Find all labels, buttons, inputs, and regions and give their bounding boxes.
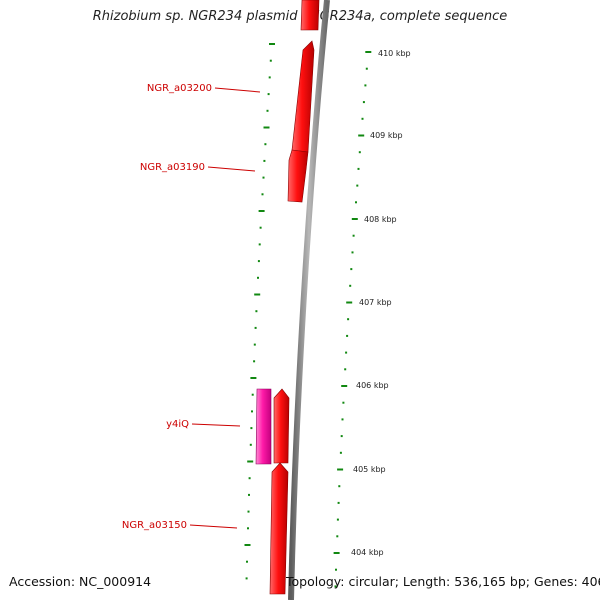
inner-track-minor-tick	[251, 410, 253, 413]
inner-track-minor-tick	[254, 326, 257, 329]
inner-track-major-tick	[244, 544, 251, 546]
inner-track-major-tick	[269, 43, 275, 45]
kbp-label-406: 406 kbp	[356, 381, 389, 390]
outer-track-minor-tick	[350, 268, 353, 271]
gene-arrow-NGR_a03200[interactable]	[291, 40, 315, 153]
outer-track-minor-tick	[336, 535, 339, 538]
outer-track-minor-tick	[365, 67, 368, 70]
outer-track-major-tick	[365, 51, 372, 53]
kbp-label-410: 410 kbp	[378, 49, 411, 58]
outer-track-minor-tick	[344, 368, 347, 371]
outer-track-minor-tick	[362, 101, 365, 104]
gene-arrow-y4iQ-adjacent[interactable]	[273, 388, 290, 464]
gene-label-NGR_a03150[interactable]: NGR_a03150	[122, 520, 187, 531]
map-title: Rhizobium sp. NGR234 plasmid pNGR234a, c…	[92, 9, 508, 24]
gene-arrow-y4iQ[interactable]	[255, 388, 272, 465]
inner-track-minor-tick	[251, 393, 254, 396]
kbp-label-408: 408 kbp	[364, 215, 397, 224]
leader-line-NGR_a03200	[214, 87, 261, 93]
outer-track-minor-tick	[349, 284, 352, 287]
leader-line-NGR_a03150	[189, 524, 238, 529]
gene-arrows	[255, 0, 320, 595]
plasmid-backbone	[288, 0, 330, 600]
outer-track-minor-tick	[347, 318, 350, 321]
inner-track-minor-tick	[269, 59, 272, 62]
outer-track-minor-tick	[334, 585, 337, 588]
kbp-scale-track	[333, 51, 372, 588]
inner-track-major-tick	[258, 210, 265, 212]
outer-track-minor-tick	[351, 251, 354, 254]
gene-arrow-top-partial[interactable]	[300, 0, 320, 31]
outer-track-minor-tick	[341, 418, 344, 421]
inner-track-minor-tick	[248, 477, 251, 480]
inner-track-minor-tick	[246, 560, 248, 563]
leader-line-y4iQ	[191, 423, 241, 427]
inner-track-minor-tick	[263, 159, 266, 162]
inner-track-major-tick	[247, 460, 254, 463]
gene-arrow-NGR_a03190[interactable]	[287, 149, 309, 203]
outer-track-minor-tick	[356, 184, 359, 187]
inner-track-minor-tick	[261, 193, 264, 196]
kbp-label-407: 407 kbp	[359, 298, 392, 307]
outer-track-minor-tick	[338, 485, 341, 488]
inner-tick-track	[244, 43, 275, 580]
outer-track-minor-tick	[352, 234, 355, 237]
outer-track-minor-tick	[355, 201, 357, 204]
inner-track-minor-tick	[253, 360, 256, 363]
inner-track-major-tick	[254, 293, 261, 296]
inner-track-minor-tick	[258, 243, 261, 246]
gene-label-y4iQ[interactable]: y4iQ	[166, 419, 189, 430]
kbp-labels: 410 kbp 409 kbp 408 kbp 407 kbp 406 kbp …	[351, 49, 411, 557]
outer-track-minor-tick	[357, 167, 360, 170]
outer-track-minor-tick	[358, 151, 361, 154]
outer-track-minor-tick	[337, 501, 340, 504]
outer-track-minor-tick	[339, 451, 342, 454]
inner-track-minor-tick	[268, 76, 271, 79]
leader-line-NGR_a03190	[207, 166, 256, 172]
gene-arrow-NGR_a03150[interactable]	[269, 462, 289, 595]
gene-label-NGR_a03200[interactable]: NGR_a03200	[147, 83, 212, 94]
inner-track-minor-tick	[259, 226, 262, 229]
inner-track-minor-tick	[245, 577, 248, 580]
topology-summary-text: Topology: circular; Length: 536,165 bp; …	[286, 574, 600, 589]
inner-track-minor-tick	[250, 427, 253, 430]
inner-track-minor-tick	[267, 93, 270, 96]
outer-track-minor-tick	[345, 351, 348, 354]
outer-track-major-tick	[346, 301, 353, 304]
inner-track-minor-tick	[253, 343, 256, 346]
inner-track-minor-tick	[249, 443, 252, 446]
inner-track-minor-tick	[247, 527, 249, 530]
inner-track-minor-tick	[264, 143, 267, 146]
inner-track-minor-tick	[266, 109, 269, 112]
outer-track-major-tick	[337, 468, 344, 471]
kbp-label-404: 404 kbp	[351, 548, 384, 557]
inner-track-major-tick	[250, 377, 257, 379]
outer-track-minor-tick	[342, 401, 345, 404]
outer-track-major-tick	[358, 134, 365, 137]
kbp-label-409: 409 kbp	[370, 131, 403, 140]
outer-track-minor-tick	[364, 84, 367, 87]
inner-track-major-tick	[263, 126, 270, 129]
outer-track-major-tick	[341, 385, 348, 387]
accession-text: Accession: NC_000914	[9, 574, 152, 589]
inner-track-minor-tick	[257, 260, 260, 263]
inner-track-minor-tick	[262, 176, 265, 179]
outer-track-minor-tick	[346, 334, 349, 337]
outer-track-major-tick	[333, 552, 340, 554]
inner-track-minor-tick	[248, 493, 250, 496]
inner-track-minor-tick	[255, 310, 258, 313]
inner-track-minor-tick	[257, 276, 259, 279]
inner-track-minor-tick	[247, 510, 250, 513]
gene-label-NGR_a03190[interactable]: NGR_a03190	[140, 162, 205, 173]
outer-track-minor-tick	[361, 117, 364, 120]
kbp-label-405: 405 kbp	[353, 465, 386, 474]
outer-track-major-tick	[351, 218, 358, 220]
outer-track-minor-tick	[340, 435, 343, 438]
gene-labels: NGR_a03200 NGR_a03190 y4iQ NGR_a03150	[122, 83, 261, 531]
outer-track-minor-tick	[335, 568, 337, 571]
outer-track-minor-tick	[336, 518, 339, 521]
